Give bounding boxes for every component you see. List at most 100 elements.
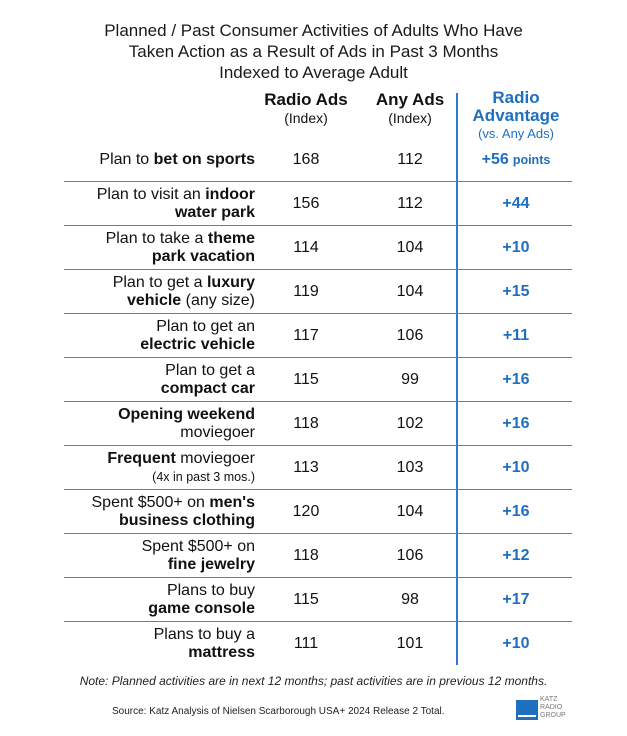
row-label-text: Plan to visit an xyxy=(96,186,206,203)
row-label-text: (4x in past 3 mos.) xyxy=(152,470,255,484)
row-divider xyxy=(64,269,572,270)
row-divider xyxy=(64,489,572,490)
row-divider xyxy=(64,313,572,314)
katz-logo-line-1: KATZ xyxy=(540,696,558,703)
table-row: Plan to get a compact car 115 99 +16 xyxy=(0,358,627,402)
any-ads-index: 103 xyxy=(364,446,456,490)
row-label-text: Plan to get a xyxy=(165,362,255,379)
row-label-bold: mattress xyxy=(188,644,255,661)
radio-ads-index: 111 xyxy=(258,622,354,666)
column-header-any-ads-title: Any Ads xyxy=(375,90,445,109)
row-label-bold: game console xyxy=(148,600,255,617)
any-ads-index-value: 101 xyxy=(396,635,424,652)
radio-advantage-column-line xyxy=(456,93,458,665)
radio-advantage-value: +44 xyxy=(502,195,530,212)
any-ads-index: 106 xyxy=(364,534,456,578)
any-ads-index-value: 104 xyxy=(396,239,424,256)
row-label-bold: business clothing xyxy=(118,512,255,529)
row-label-text: moviegoer xyxy=(175,450,255,467)
row-label: Spent $500+ on fine jewelry xyxy=(25,534,255,578)
row-label-line-1: Spent $500+ on men's xyxy=(92,494,256,512)
row-label-line-2: fine jewelry xyxy=(168,556,255,574)
row-divider xyxy=(64,181,572,182)
row-divider xyxy=(64,357,572,358)
any-ads-index-value: 106 xyxy=(396,547,424,564)
row-label: Plans to buy game console xyxy=(25,578,255,622)
row-label-bold: indoor xyxy=(205,186,255,203)
row-label-line-1: Plan to visit an indoor xyxy=(97,186,255,204)
radio-advantage: +11 xyxy=(460,314,572,358)
radio-advantage-value: +17 xyxy=(502,591,530,608)
row-label: Spent $500+ on men's business clothing xyxy=(25,490,256,534)
column-header-radio-advantage-title-2: Advantage xyxy=(472,106,560,125)
radio-ads-index: 156 xyxy=(258,182,354,226)
any-ads-index: 104 xyxy=(364,490,456,534)
any-ads-index: 102 xyxy=(364,402,456,446)
footnote: Note: Planned activities are in next 12 … xyxy=(79,674,548,688)
radio-ads-index-value: 115 xyxy=(293,371,319,388)
radio-advantage-value: +16 xyxy=(502,415,530,432)
any-ads-index: 112 xyxy=(364,182,456,226)
row-divider xyxy=(64,533,572,534)
radio-advantage-value: +10 xyxy=(502,635,530,652)
row-divider xyxy=(64,621,572,622)
radio-ads-index: 113 xyxy=(258,446,354,490)
any-ads-index-value: 98 xyxy=(401,591,419,608)
radio-ads-index-value: 118 xyxy=(293,547,319,564)
radio-ads-index-value: 156 xyxy=(292,195,320,212)
row-label: Plan to bet on sports xyxy=(25,138,255,182)
katz-logo-icon xyxy=(516,700,538,720)
radio-ads-index: 118 xyxy=(258,534,354,578)
row-label-bold: compact car xyxy=(160,380,255,397)
row-label: Frequent moviegoer (4x in past 3 mos.) xyxy=(25,446,255,490)
any-ads-index: 101 xyxy=(364,622,456,666)
table-row: Spent $500+ on fine jewelry 118 106 +12 xyxy=(0,534,627,578)
radio-ads-index: 168 xyxy=(258,138,354,182)
table-row: Plan to visit an indoor water park 156 112 +… xyxy=(0,182,627,226)
column-header-radio-advantage: Radio Advantage (vs. Any Ads) xyxy=(460,89,572,143)
radio-advantage-value: +10 xyxy=(502,239,530,256)
row-label-line-1: Spent $500+ on xyxy=(142,538,255,556)
row-label-line-2: moviegoer xyxy=(180,424,255,442)
source-line: Source: Katz Analysis of Nielsen Scarbor… xyxy=(112,706,445,717)
radio-advantage: +16 xyxy=(460,490,572,534)
radio-ads-index-value: 111 xyxy=(293,635,319,652)
any-ads-index: 106 xyxy=(364,314,456,358)
row-label-text: moviegoer xyxy=(180,424,255,441)
row-label-line-2: compact car xyxy=(161,380,255,398)
any-ads-index: 112 xyxy=(364,138,456,182)
table-row: Opening weekend moviegoer 118 102 +16 xyxy=(0,402,627,446)
row-label-bold: park vacation xyxy=(151,248,255,265)
row-label-text: Spent $500+ on xyxy=(91,494,210,511)
row-label-line-1: Plan to get a luxury xyxy=(113,274,255,292)
row-label-line-1: Plan to get a xyxy=(165,362,255,380)
table-row: Plans to buy game console 115 98 +17 xyxy=(0,578,627,622)
radio-ads-index-value: 118 xyxy=(293,415,319,432)
radio-ads-index-value: 168 xyxy=(292,151,320,168)
row-label-line-2: electric vehicle xyxy=(140,336,255,354)
row-label: Plan to get a compact car xyxy=(25,358,255,402)
row-label-text: Plans to buy xyxy=(166,582,255,599)
row-label-text: Plans to buy a xyxy=(153,626,255,643)
row-label-text: Plan to take a xyxy=(105,230,208,247)
column-header-any-ads: Any Ads (Index) xyxy=(364,90,456,128)
chart-title-line-3: Indexed to Average Adult xyxy=(219,63,408,82)
row-label-line-1: Plans to buy a xyxy=(154,626,255,644)
katz-logo-line-2: RADIO xyxy=(540,704,563,711)
katz-logo-line-3: GROUP xyxy=(540,712,566,719)
radio-advantage: +10 xyxy=(460,622,572,666)
row-divider xyxy=(64,445,572,446)
column-header-radio-ads-subtitle: (Index) xyxy=(284,110,328,126)
any-ads-index-value: 99 xyxy=(401,371,419,388)
radio-ads-index: 120 xyxy=(258,490,354,534)
any-ads-index-value: 112 xyxy=(397,151,423,168)
row-label-line-1: Plans to buy xyxy=(167,582,255,600)
row-label-text: Plan to xyxy=(99,151,154,168)
row-label-line-2: business clothing xyxy=(119,512,255,530)
row-divider xyxy=(64,577,572,578)
any-ads-index-value: 102 xyxy=(396,415,424,432)
chart-title-line-2: Taken Action as a Result of Ads in Past … xyxy=(128,42,499,61)
row-label-line-2: game console xyxy=(148,600,255,618)
radio-advantage-value: +16 xyxy=(502,371,530,388)
radio-advantage: +16 xyxy=(460,402,572,446)
